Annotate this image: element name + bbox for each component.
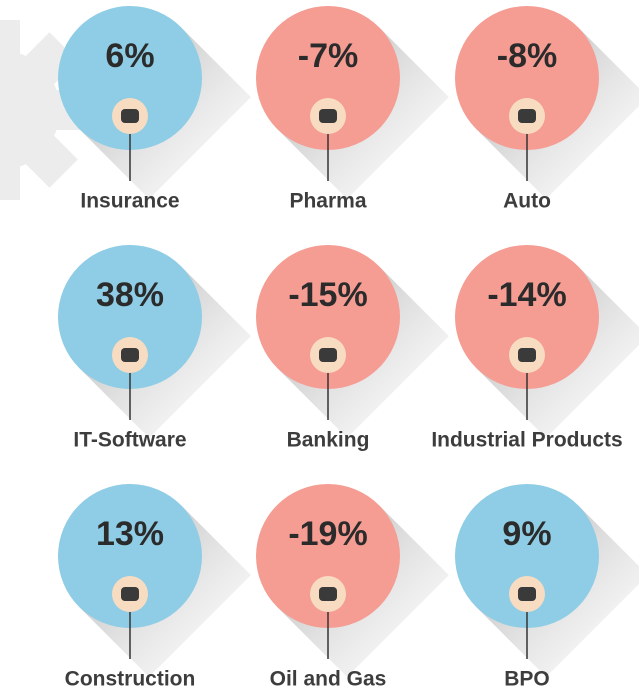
sector-label: Industrial Products <box>431 429 622 452</box>
sector-item: 13% Construction <box>58 484 251 691</box>
sector-item: 6% Insurance <box>58 6 251 213</box>
sector-value: 6% <box>105 37 154 75</box>
sector-item: -7% Pharma <box>256 6 449 213</box>
sector-item: 38% IT-Software <box>58 245 251 452</box>
icon <box>319 587 337 601</box>
icon <box>518 587 536 601</box>
sector-label: IT-Software <box>73 429 186 452</box>
sector-item: -8% Auto <box>455 6 639 213</box>
sector-value: 9% <box>502 515 551 553</box>
sector-value: -14% <box>487 276 566 314</box>
sector-circle <box>58 245 202 389</box>
icon <box>121 109 139 123</box>
icon <box>121 587 139 601</box>
sector-circle <box>455 6 599 150</box>
sector-label: Pharma <box>289 190 366 213</box>
sector-circle <box>256 484 400 628</box>
sector-circle <box>256 6 400 150</box>
sector-circle <box>455 484 599 628</box>
sector-circle <box>58 6 202 150</box>
sector-label: Insurance <box>80 190 179 213</box>
sector-item: -14% Industrial Products <box>431 245 639 452</box>
sector-label: BPO <box>504 668 550 691</box>
sector-label: Banking <box>287 429 370 452</box>
sector-value: -8% <box>497 37 557 75</box>
gear-background <box>0 20 90 200</box>
sector-label: Auto <box>503 190 551 213</box>
sector-value: -7% <box>298 37 358 75</box>
sector-value: 38% <box>96 276 164 314</box>
sector-item: 9% BPO <box>455 484 639 691</box>
sector-label: Construction <box>65 668 196 691</box>
icon <box>319 348 337 362</box>
sector-circle <box>256 245 400 389</box>
sector-item: -15% Banking <box>256 245 449 452</box>
icon <box>518 348 536 362</box>
sector-circle <box>58 484 202 628</box>
sector-label: Oil and Gas <box>270 668 387 691</box>
icon <box>319 109 337 123</box>
icon <box>518 109 536 123</box>
sector-value: -19% <box>288 515 367 553</box>
sector-item: -19% Oil and Gas <box>256 484 449 691</box>
sector-circle <box>455 245 599 389</box>
icon <box>121 348 139 362</box>
sector-value: -15% <box>288 276 367 314</box>
sector-value: 13% <box>96 515 164 553</box>
